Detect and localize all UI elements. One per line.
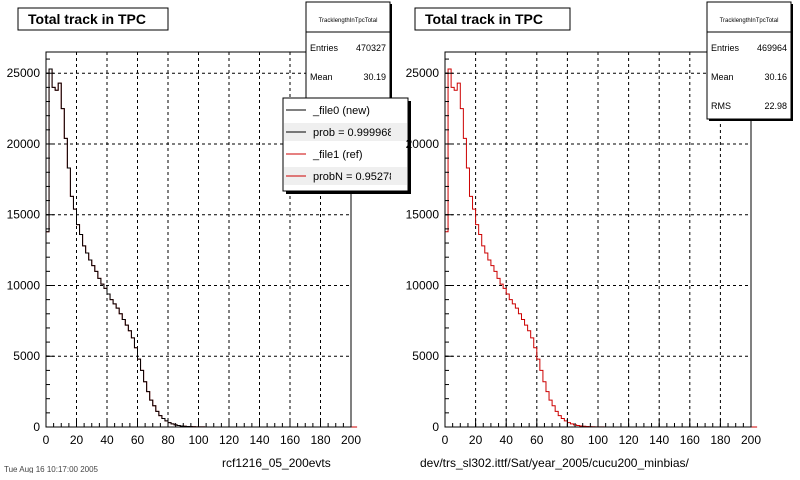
x-tick-label: 160	[680, 433, 700, 447]
x-tick-label: 20	[70, 433, 84, 447]
stats-value: 30.19	[363, 72, 386, 82]
stats-label: Mean	[711, 72, 734, 82]
stats-box-name: TracklengthInTpcTotal	[720, 18, 779, 24]
y-tick-label: 5000	[412, 349, 439, 363]
stats-box-name: TracklengthInTpcTotal	[319, 18, 378, 24]
x-tick-label: 80	[161, 433, 175, 447]
x-tick-label: 140	[649, 433, 669, 447]
stats-value: 470327	[356, 43, 386, 53]
x-tick-label: 180	[310, 433, 330, 447]
stats-label: Mean	[310, 72, 333, 82]
legend-row-shade	[284, 167, 407, 185]
legend-label: probN = 0.952787	[313, 171, 401, 183]
y-tick-label: 10000	[7, 278, 41, 292]
truncated-date-text: Tue Aug 16 10:17:00 2005	[4, 466, 99, 473]
y-tick-label: 15000	[406, 208, 440, 222]
y-tick-label: 10000	[406, 278, 440, 292]
legend-label: prob = 0.999968	[313, 127, 393, 139]
y-tick-label: 20000	[406, 137, 440, 151]
y-tick-label: 25000	[406, 66, 440, 80]
y-tick-label: 0	[33, 420, 40, 434]
title-box	[414, 7, 571, 31]
stats-value: 469964	[757, 43, 787, 53]
x-tick-label: 0	[43, 433, 50, 447]
x-tick-label: 60	[131, 433, 145, 447]
x-tick-label: 200	[341, 433, 361, 447]
panel-1: 0 20 40 60 80 100 120 140 160 180 200 0 5000 10000 150…	[7, 1, 411, 447]
stats-value: 30.16	[764, 72, 787, 82]
stats-label: Entries	[310, 43, 339, 53]
chart-title: Total track in TPC	[425, 11, 543, 27]
legend-row-shade	[284, 123, 407, 141]
legend-label: _file1 (ref)	[312, 149, 363, 161]
x-tick-label: 80	[561, 433, 575, 447]
y-tick-label: 20000	[7, 137, 41, 151]
y-tick-label: 5000	[13, 349, 40, 363]
chart-title: Total track in TPC	[28, 11, 146, 27]
x-tick-label: 100	[188, 433, 208, 447]
stats-value: 22.98	[764, 101, 787, 111]
x-tick-label: 20	[469, 433, 483, 447]
x-tick-label: 160	[280, 433, 300, 447]
x-tick-label: 40	[500, 433, 514, 447]
y-tick-label: 25000	[7, 66, 41, 80]
x-tick-label: 200	[741, 433, 761, 447]
legend: _file0 (new) prob = 0.999968 _file1 (ref) p…	[282, 97, 411, 194]
x-tick-label: 40	[100, 433, 114, 447]
x-tick-label: 180	[710, 433, 730, 447]
y-tick-label: 15000	[7, 208, 41, 222]
stats-label: RMS	[711, 101, 731, 111]
title-box	[17, 7, 169, 31]
x-tick-label: 60	[530, 433, 544, 447]
x-tick-label: 140	[249, 433, 269, 447]
stats-box	[305, 1, 391, 101]
right-x-caption: dev/trs_sl302.ittf/Sat/year_2005/cucu200…	[420, 456, 689, 470]
y-tick-label: 0	[432, 420, 439, 434]
series-line-hist	[444, 68, 758, 428]
legend-label: _file0 (new)	[312, 105, 370, 117]
x-tick-label: 120	[219, 433, 239, 447]
x-tick-label: 100	[588, 433, 608, 447]
left-x-caption: rcf1216_05_200evts	[222, 456, 331, 470]
x-tick-label: 120	[619, 433, 639, 447]
stats-label: Entries	[711, 43, 740, 53]
panel-2: 0 20 40 60 80 100 120 140 160 180 200 0 5000 10000 150…	[406, 1, 793, 447]
x-tick-label: 0	[442, 433, 449, 447]
stats-box	[706, 1, 792, 120]
